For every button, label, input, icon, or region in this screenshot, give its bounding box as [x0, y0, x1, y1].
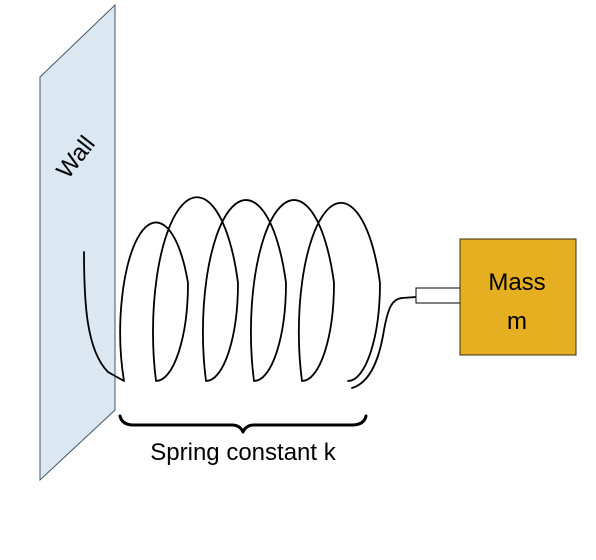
spring-connector-pin: [415, 287, 461, 304]
mass-block: [459, 238, 577, 356]
mass-label-line2: m: [507, 308, 527, 335]
spring-brace: [118, 414, 368, 434]
spring-coil-path: [83, 196, 381, 382]
spring-coil: [83, 196, 381, 382]
wall: [39, 3, 116, 482]
mass-label-line1: Mass: [488, 269, 545, 296]
spring-label: Spring constant k: [150, 439, 336, 466]
spring-connector-wire: [351, 296, 417, 389]
